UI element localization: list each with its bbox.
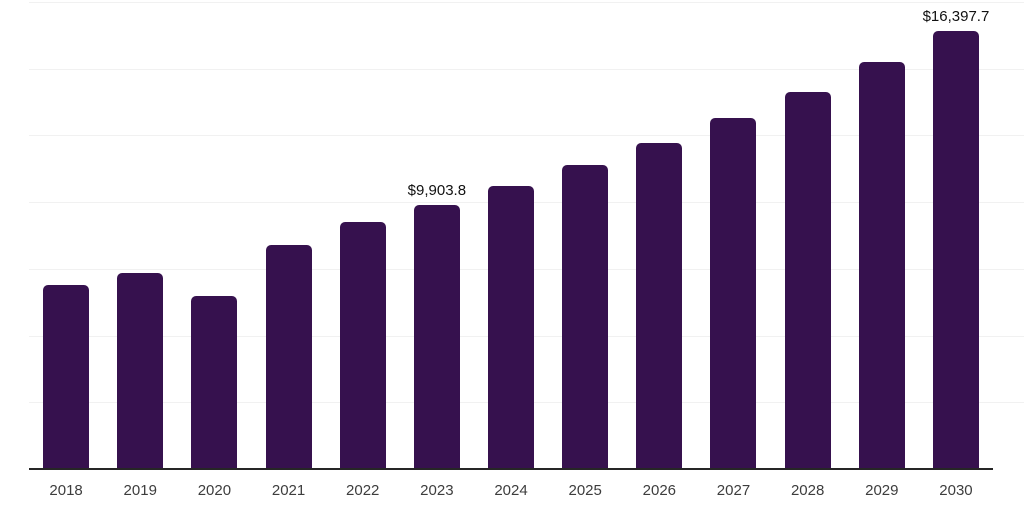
x-axis-line xyxy=(29,468,993,470)
bar-slot-2021 xyxy=(251,2,325,469)
bar-2022 xyxy=(339,222,386,469)
bar-2026 xyxy=(636,142,683,469)
bar-slot-2027 xyxy=(696,2,770,469)
gridline-15000 xyxy=(29,68,1024,70)
x-tick-2024: 2024 xyxy=(494,482,528,499)
bar-2021 xyxy=(265,245,312,469)
x-tick-2022: 2022 xyxy=(346,482,380,499)
bar-2020 xyxy=(191,296,238,469)
gridline-12500 xyxy=(29,135,1024,137)
value-label-2023: $9,903.8 xyxy=(407,181,467,199)
x-tick-2020: 2020 xyxy=(197,482,232,499)
x-tick-2019: 2019 xyxy=(123,482,157,499)
bar-slot-2026 xyxy=(622,2,696,469)
bar-slot-2024 xyxy=(474,2,548,469)
bar-2019 xyxy=(117,273,164,469)
x-tick-2025: 2025 xyxy=(568,482,602,499)
bar-slot-2025 xyxy=(548,2,622,469)
x-tick-2026: 2026 xyxy=(642,482,677,499)
plot-area: $9,903.8 $16,397.7 xyxy=(29,2,993,469)
bar-2027 xyxy=(710,117,757,469)
value-label-2030: $16,397.7 xyxy=(922,8,990,26)
bar-slot-2029 xyxy=(845,2,919,469)
x-axis-labels: 2018 2019 2020 2021 2022 2023 2024 2025 2026 2027… xyxy=(29,482,993,500)
bar-2024 xyxy=(488,185,535,469)
bar-slot-2028 xyxy=(771,2,845,469)
bar-slot-2019 xyxy=(103,2,177,469)
gridline-17500 xyxy=(29,2,1024,3)
bar-2018 xyxy=(43,285,90,469)
bar-2028 xyxy=(784,91,831,469)
bar-2025 xyxy=(562,164,609,469)
bar-2023 xyxy=(413,204,460,469)
bar-2029 xyxy=(858,61,905,469)
x-tick-2021: 2021 xyxy=(271,482,306,499)
x-tick-2023: 2023 xyxy=(420,482,454,499)
bar-slot-2023: $9,903.8 xyxy=(400,2,474,469)
x-tick-2029: 2029 xyxy=(865,482,899,499)
bar-slot-2020 xyxy=(177,2,251,469)
bar-slot-2022 xyxy=(326,2,400,469)
x-tick-2018: 2018 xyxy=(49,482,83,499)
bar-slot-2030: $16,397.7 xyxy=(919,2,993,469)
x-tick-2027: 2027 xyxy=(716,482,751,499)
bar-2030 xyxy=(932,31,979,469)
bar-slot-2018 xyxy=(29,2,103,469)
x-tick-2030: 2030 xyxy=(939,482,973,499)
x-tick-2028: 2028 xyxy=(790,482,825,499)
